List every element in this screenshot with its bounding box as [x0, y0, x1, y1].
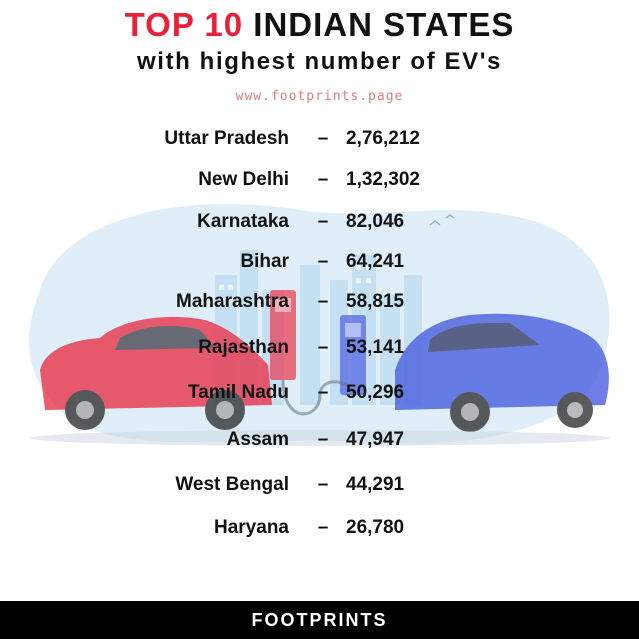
separator-dash: – — [317, 382, 329, 403]
red-charging-station — [270, 290, 296, 380]
blue-charging-station — [340, 315, 366, 395]
list-item: Tamil Nadu – 50,296 — [0, 382, 639, 412]
page-subtitle: with highest number of EV's — [137, 48, 502, 75]
separator-dash: – — [317, 211, 329, 232]
title-rest: INDIAN STATES — [243, 6, 515, 43]
separator-dash: – — [317, 291, 329, 312]
ev-count: 26,780 — [346, 517, 405, 538]
separator-dash: – — [317, 169, 329, 190]
separator-dash: – — [317, 337, 329, 358]
separator-dash: – — [317, 251, 329, 272]
state-name: Tamil Nadu — [188, 382, 289, 403]
ev-count: 53,141 — [346, 337, 405, 358]
list-item: Karnataka – 82,046 — [0, 211, 639, 241]
ev-count: 82,046 — [346, 211, 405, 232]
list-item: Rajasthan – 53,141 — [0, 337, 639, 367]
list-item: Bihar – 64,241 — [0, 251, 639, 281]
list-item: West Bengal – 44,291 — [0, 474, 639, 504]
ground-shadow — [30, 430, 610, 446]
charging-cable — [281, 379, 355, 416]
state-name: Bihar — [240, 251, 289, 272]
list-item: Assam – 47,947 — [0, 429, 639, 459]
ev-ranking-list: Uttar Pradesh – 2,76,212 New Delhi – 1,3… — [0, 128, 639, 547]
list-item: Maharashtra – 58,815 — [0, 291, 639, 321]
blue-car — [395, 313, 609, 432]
list-item: Uttar Pradesh – 2,76,212 — [0, 128, 639, 158]
title-accent: TOP 10 — [124, 6, 244, 43]
ev-count: 64,241 — [346, 251, 405, 272]
ev-count: 44,291 — [346, 474, 405, 495]
ev-count: 1,32,302 — [346, 169, 420, 190]
separator-dash: – — [317, 128, 329, 149]
website-link[interactable]: www.footprints.page — [235, 89, 404, 104]
ev-count: 2,76,212 — [346, 128, 420, 149]
ev-count: 50,296 — [346, 382, 405, 403]
state-name: Karnataka — [197, 211, 289, 232]
list-item: New Delhi – 1,32,302 — [0, 169, 639, 199]
state-name: New Delhi — [198, 169, 289, 190]
state-name: Assam — [226, 429, 289, 450]
separator-dash: – — [317, 474, 329, 495]
ev-illustration — [28, 203, 610, 446]
state-name: Uttar Pradesh — [164, 128, 289, 149]
bird-2 — [445, 214, 455, 219]
state-name: Rajasthan — [198, 337, 289, 358]
state-name: Haryana — [214, 517, 289, 538]
separator-dash: – — [317, 517, 329, 538]
state-name: West Bengal — [175, 474, 289, 495]
red-car — [40, 316, 272, 430]
footer-brand: FOOTPRINTS — [0, 601, 639, 639]
state-name: Maharashtra — [176, 291, 289, 312]
list-item: Haryana – 26,780 — [0, 517, 639, 547]
ev-count: 58,815 — [346, 291, 405, 312]
page-title: TOP 10 INDIAN STATES — [0, 6, 639, 44]
bird-1 — [429, 220, 441, 226]
skyline-windows — [219, 265, 371, 303]
separator-dash: – — [317, 429, 329, 450]
ev-count: 47,947 — [346, 429, 405, 450]
